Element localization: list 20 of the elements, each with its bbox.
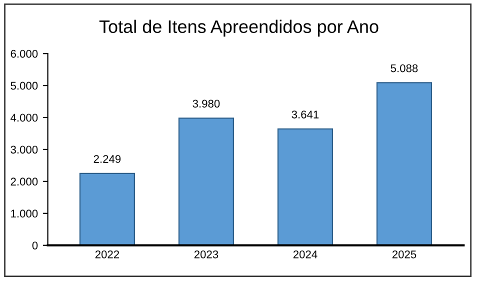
x-tick-label: 2025 <box>392 250 416 258</box>
data-label: 3.641 <box>292 110 319 118</box>
x-tick-label: 2023 <box>194 250 218 258</box>
bar <box>277 128 334 246</box>
y-tick-label: 5.000 <box>10 82 38 90</box>
bar <box>79 172 135 246</box>
x-tick-label: 2022 <box>95 250 120 258</box>
y-tick-label: 2.000 <box>10 178 38 186</box>
bar <box>376 82 432 246</box>
data-label: 5.088 <box>390 64 418 72</box>
chart-title: Total de Itens Apreendidos por Ano <box>99 20 378 37</box>
data-label: 3.980 <box>192 100 220 108</box>
y-tick-label: 1.000 <box>11 210 38 218</box>
y-tick-label: 0 <box>32 242 38 250</box>
y-tick-label: 6.000 <box>10 50 38 58</box>
data-label: 2.249 <box>94 155 121 163</box>
bar <box>178 118 234 246</box>
y-tick-label: 4.000 <box>10 114 38 122</box>
y-tick-label: 3.000 <box>10 146 38 154</box>
x-tick-label: 2024 <box>293 250 318 258</box>
